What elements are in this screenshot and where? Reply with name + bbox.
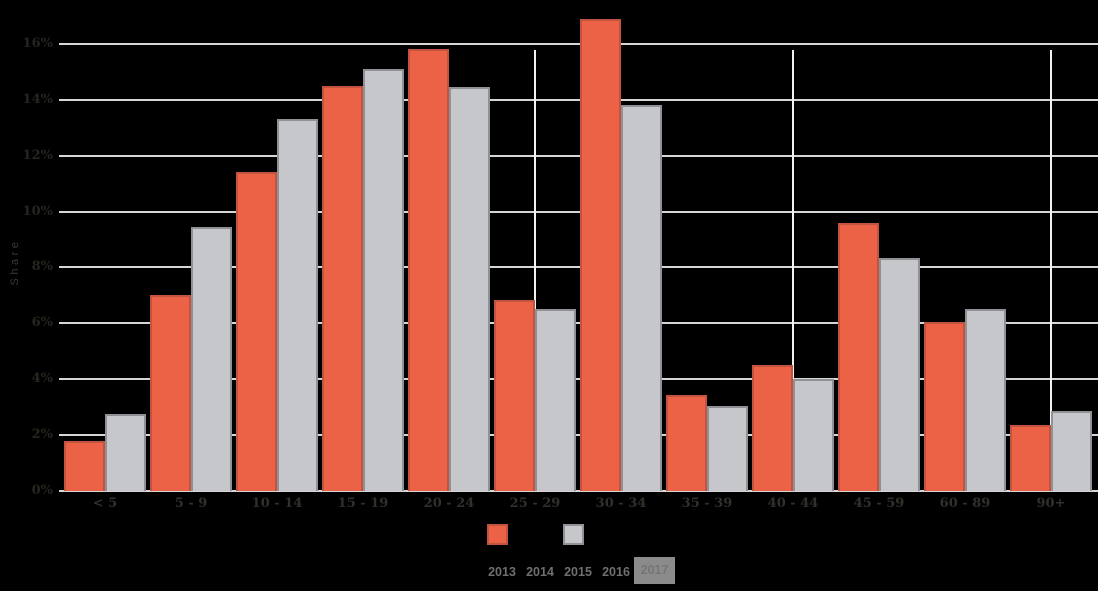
year-item-2016[interactable]: 2016 bbox=[602, 565, 630, 579]
y-axis-title: Share bbox=[9, 238, 21, 286]
y-tick-label: 6% bbox=[31, 315, 53, 331]
bar-orange bbox=[150, 295, 191, 491]
y-gridline bbox=[59, 154, 1098, 157]
x-tick-label: 30 - 34 bbox=[595, 496, 647, 511]
y-gridline bbox=[59, 42, 1098, 45]
bar-orange bbox=[580, 19, 621, 491]
bar-gray bbox=[363, 69, 404, 491]
y-tick-label: 12% bbox=[22, 147, 53, 163]
bar-orange bbox=[494, 300, 535, 491]
y-tick-label: 4% bbox=[31, 371, 53, 387]
x-tick-label: 90+ bbox=[1036, 496, 1066, 511]
legend-swatch-orange-series[interactable] bbox=[487, 524, 508, 545]
bar-gray bbox=[621, 105, 662, 491]
bar-gray bbox=[277, 119, 318, 491]
y-gridline bbox=[59, 378, 1098, 381]
bar-orange bbox=[64, 441, 105, 491]
y-gridline bbox=[59, 434, 1098, 437]
x-tick-label: < 5 bbox=[92, 496, 118, 511]
bar-gray bbox=[449, 87, 490, 491]
bar-gray bbox=[1051, 411, 1092, 491]
year-item-2017[interactable]: 2017 bbox=[634, 557, 675, 584]
bar-orange bbox=[322, 86, 363, 491]
x-tick-label: 35 - 39 bbox=[681, 496, 733, 511]
bar-gray bbox=[191, 227, 232, 491]
year-item-2014[interactable]: 2014 bbox=[526, 565, 554, 579]
y-tick-label: 16% bbox=[22, 35, 53, 51]
vertical-gridline bbox=[1050, 50, 1052, 491]
x-tick-label: 5 - 9 bbox=[174, 496, 208, 511]
x-tick-label: 60 - 89 bbox=[939, 496, 991, 511]
y-tick-label: 10% bbox=[22, 203, 53, 219]
bar-orange bbox=[666, 395, 707, 491]
x-tick-label: 15 - 19 bbox=[337, 496, 389, 511]
bar-orange bbox=[924, 322, 965, 491]
bar-orange bbox=[236, 172, 277, 491]
vertical-gridline bbox=[792, 50, 794, 491]
y-gridline bbox=[59, 266, 1098, 269]
vertical-gridline bbox=[534, 50, 536, 491]
bar-gray bbox=[105, 414, 146, 491]
y-gridline bbox=[59, 322, 1098, 325]
y-gridline bbox=[59, 210, 1098, 213]
y-tick-label: 14% bbox=[22, 91, 53, 107]
bar-orange bbox=[1010, 425, 1051, 491]
bar-gray bbox=[879, 258, 920, 491]
bar-orange bbox=[752, 365, 793, 491]
bar-orange bbox=[838, 223, 879, 491]
x-tick-label: 20 - 24 bbox=[423, 496, 475, 511]
bar-orange bbox=[408, 49, 449, 491]
y-tick-label: 2% bbox=[31, 427, 53, 443]
y-tick-label: 0% bbox=[31, 483, 53, 498]
x-tick-label: 25 - 29 bbox=[509, 496, 561, 511]
y-gridline bbox=[59, 490, 1098, 492]
y-tick-label: 8% bbox=[31, 259, 53, 275]
y-gridline bbox=[59, 98, 1098, 101]
x-tick-label: 45 - 59 bbox=[853, 496, 905, 511]
bar-gray bbox=[965, 309, 1006, 491]
bar-gray bbox=[707, 406, 748, 491]
year-item-2013[interactable]: 2013 bbox=[488, 565, 516, 579]
legend-swatch-gray-series[interactable] bbox=[563, 524, 584, 545]
bar-gray bbox=[535, 309, 576, 491]
bar-gray bbox=[793, 379, 834, 491]
x-tick-label: 40 - 44 bbox=[767, 496, 819, 511]
x-tick-label: 10 - 14 bbox=[251, 496, 303, 511]
year-item-2015[interactable]: 2015 bbox=[564, 565, 592, 579]
